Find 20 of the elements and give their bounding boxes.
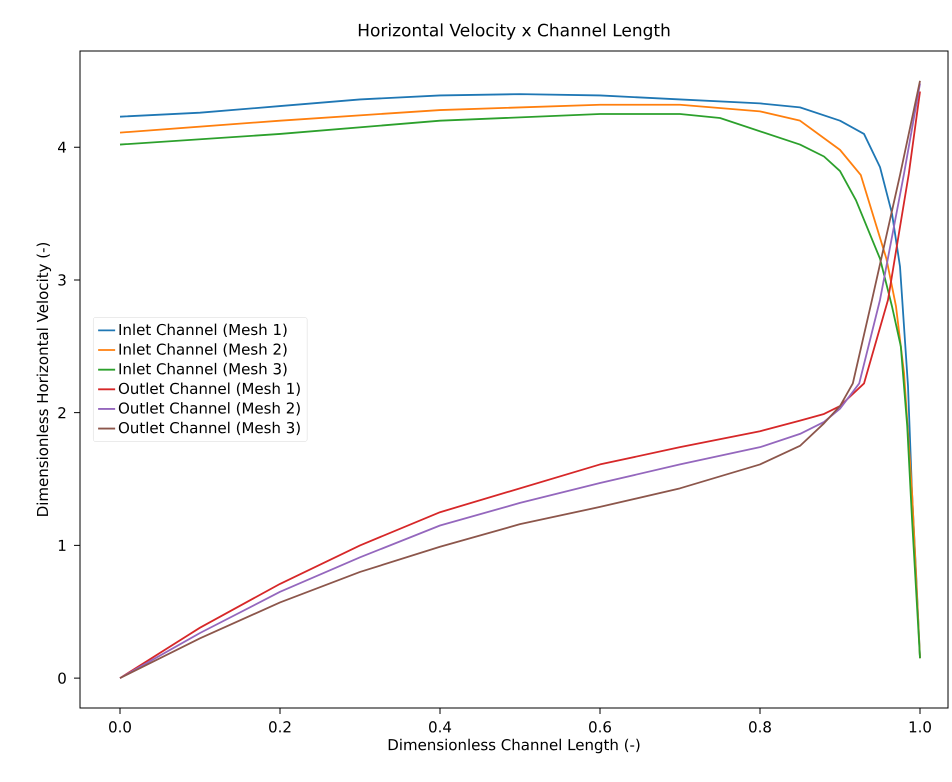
y-tick-label: 4 xyxy=(58,142,66,153)
legend-label: Outlet Channel (Mesh 1) xyxy=(118,382,300,396)
x-tick-label: 0.4 xyxy=(429,721,452,733)
x-tick-label: 1.0 xyxy=(910,721,931,733)
legend-label: Outlet Channel (Mesh 3) xyxy=(118,422,300,436)
legend-label: Inlet Channel (Mesh 2) xyxy=(119,343,287,357)
legend-label: Inlet Channel (Mesh 3) xyxy=(119,362,287,376)
chart-title: Horizontal Velocity x Channel Length xyxy=(358,23,670,40)
y-tick-label: 2 xyxy=(58,407,66,418)
legend-label: Inlet Channel (Mesh 1) xyxy=(119,324,287,337)
x-tick-label: 0.6 xyxy=(589,721,611,733)
legend-label: Outlet Channel (Mesh 2) xyxy=(118,402,300,416)
x-tick-label: 0.0 xyxy=(109,721,131,733)
y-tick-label: 0 xyxy=(58,672,66,684)
y-axis-title: Dimensionless Horizontal Velocity (-) xyxy=(36,242,52,516)
y-tick-label: 1 xyxy=(58,540,66,551)
x-axis-title: Dimensionless Channel Length (-) xyxy=(388,738,640,754)
x-tick-label: 0.8 xyxy=(749,721,771,733)
y-tick-label: 3 xyxy=(58,274,66,286)
x-tick-label: 0.2 xyxy=(269,721,290,733)
